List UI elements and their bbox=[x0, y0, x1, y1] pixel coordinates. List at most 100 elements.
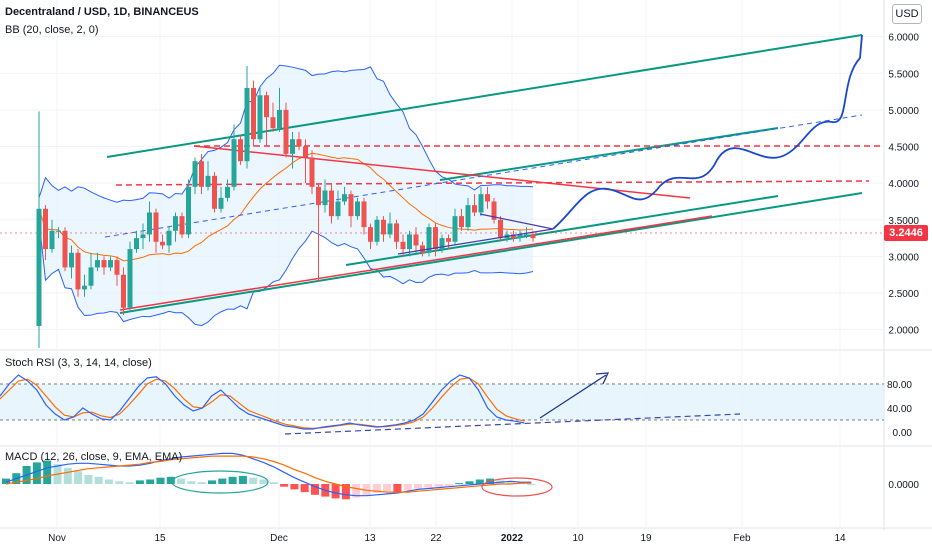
candle-body bbox=[179, 216, 185, 235]
currency-badge[interactable]: USD bbox=[892, 4, 922, 24]
chart-title[interactable]: Decentraland / USD, 1D, BINANCEUS bbox=[5, 6, 199, 18]
macd-signal-line bbox=[5, 455, 532, 493]
candle-body bbox=[530, 234, 536, 239]
time-tick-label: Feb bbox=[733, 533, 751, 544]
candle-body bbox=[498, 219, 503, 239]
macd-histogram-bar bbox=[465, 481, 474, 484]
price-tick-label: 4.5000 bbox=[888, 143, 919, 154]
macd-histogram-bar bbox=[228, 476, 237, 484]
candle-body bbox=[413, 234, 419, 246]
macd-histogram-bar bbox=[393, 484, 402, 493]
candle-body bbox=[361, 201, 367, 228]
candle-body bbox=[108, 260, 113, 268]
macd-histogram-bar bbox=[269, 482, 278, 484]
candle-body bbox=[153, 212, 159, 242]
candle-body bbox=[433, 227, 438, 250]
macd-histogram-bar bbox=[434, 484, 443, 487]
candle-body bbox=[355, 201, 360, 217]
macd-histogram-bar bbox=[146, 479, 155, 484]
macd-histogram-bar bbox=[238, 475, 247, 484]
candle-body bbox=[36, 208, 42, 327]
candle-body bbox=[420, 245, 425, 253]
time-tick-label: Dec bbox=[270, 533, 288, 544]
macd-histogram-bar bbox=[156, 477, 165, 484]
candle-body bbox=[212, 175, 217, 209]
stoch-rsi-pane bbox=[0, 372, 884, 435]
time-tick-label: 22 bbox=[430, 533, 442, 544]
candle-body bbox=[407, 234, 412, 250]
macd-histogram-bar bbox=[166, 476, 175, 484]
time-tick-label: Nov bbox=[48, 533, 66, 544]
macd-bullish-highlight bbox=[171, 470, 269, 494]
candle-body bbox=[316, 186, 321, 206]
candle-body bbox=[342, 194, 347, 202]
macd-legend[interactable]: MACD (12, 26, close, 9, EMA, EMA) bbox=[5, 451, 183, 463]
macd-histogram-bar bbox=[249, 477, 258, 484]
macd-pane bbox=[2, 452, 553, 500]
macd-histogram-bar bbox=[403, 484, 412, 491]
macd-histogram-bar bbox=[32, 462, 41, 484]
rsi-arrow-shaft bbox=[539, 374, 607, 419]
macd-histogram-bar bbox=[125, 482, 134, 484]
macd-histogram-bar bbox=[331, 484, 340, 499]
candle-body bbox=[82, 285, 87, 290]
candle-body bbox=[160, 241, 165, 246]
candle-body bbox=[75, 252, 81, 290]
macd-histogram-bar bbox=[218, 478, 227, 484]
candle-body bbox=[478, 194, 484, 213]
candle-body bbox=[199, 161, 204, 187]
candle-body bbox=[270, 117, 276, 129]
price-tick-label: 3.0000 bbox=[888, 252, 919, 263]
macd-histogram-bar bbox=[300, 484, 309, 493]
rsi-arrow-head bbox=[595, 372, 610, 385]
candle-body bbox=[348, 194, 354, 217]
candle-body bbox=[244, 87, 250, 162]
candle-body bbox=[426, 227, 432, 253]
candle-body bbox=[127, 249, 133, 308]
macd-histogram-bar bbox=[135, 480, 144, 484]
candle-body bbox=[322, 190, 328, 206]
macd-histogram-bar bbox=[352, 484, 361, 498]
time-tick-label: 2022 bbox=[501, 533, 524, 544]
macd-histogram-bar bbox=[527, 484, 536, 485]
candle-body bbox=[381, 219, 386, 235]
price-projection-path bbox=[552, 34, 863, 230]
candle-body bbox=[88, 267, 94, 286]
rsi-trend-line bbox=[284, 413, 741, 435]
rsi-tick-label: 0.00 bbox=[893, 428, 913, 439]
macd-histogram-bar bbox=[475, 479, 484, 484]
price-tick-label: 2.5000 bbox=[888, 289, 919, 300]
price-tick-label: 3.5000 bbox=[888, 216, 919, 227]
channel-lower-line bbox=[119, 192, 863, 314]
macd-histogram-bar bbox=[383, 484, 392, 492]
bb-fill bbox=[39, 65, 533, 326]
macd-histogram-bar bbox=[2, 478, 10, 484]
time-tick-label: 14 bbox=[834, 533, 846, 544]
candle-body bbox=[335, 201, 341, 217]
bb-legend[interactable]: BB (20, close, 2, 0) bbox=[5, 24, 99, 36]
macd-histogram-bar bbox=[372, 484, 381, 493]
stoch-rsi-legend[interactable]: Stoch RSI (3, 3, 14, 14, close) bbox=[5, 357, 152, 369]
candle-body bbox=[439, 238, 445, 250]
candle-body bbox=[231, 139, 237, 187]
candle-body bbox=[485, 194, 490, 202]
candle-body bbox=[257, 95, 263, 140]
price-tick-label: 2.0000 bbox=[888, 326, 919, 337]
time-tick-label: 13 bbox=[364, 533, 376, 544]
candle-body bbox=[56, 230, 61, 232]
candle-body bbox=[296, 139, 302, 147]
bb-upper-line bbox=[38, 64, 534, 203]
bb-lower-line bbox=[38, 219, 534, 327]
macd-histogram-bar bbox=[208, 480, 216, 484]
candle-body bbox=[446, 238, 451, 242]
projection-drawings bbox=[397, 34, 863, 255]
macd-histogram-bar bbox=[115, 481, 124, 484]
macd-histogram-bar bbox=[63, 467, 72, 484]
candle-body bbox=[517, 234, 523, 239]
candle-body bbox=[394, 223, 399, 242]
candlesticks bbox=[36, 65, 536, 348]
candle-body bbox=[121, 274, 126, 308]
time-tick-label: 19 bbox=[640, 533, 652, 544]
trendline-drawings bbox=[0, 34, 884, 314]
